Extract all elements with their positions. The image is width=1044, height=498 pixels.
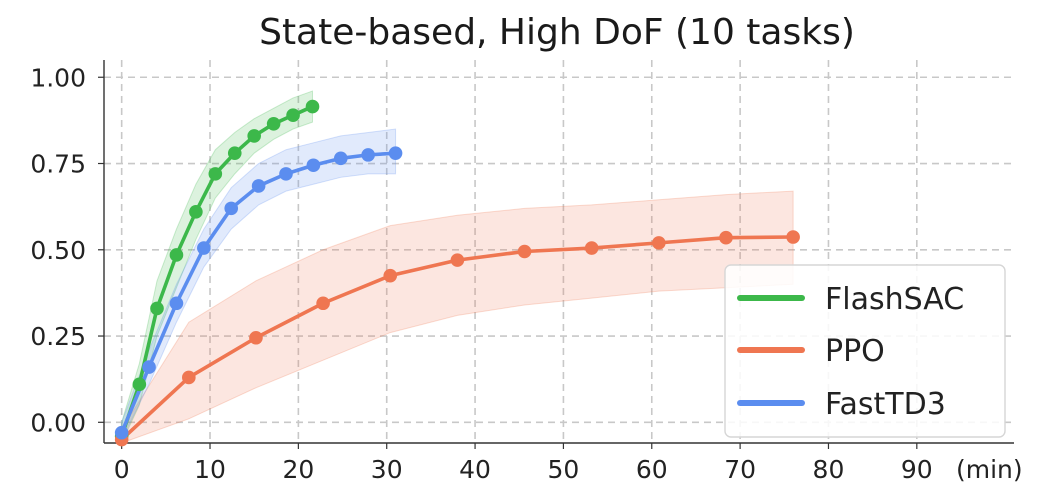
axes (103, 60, 1014, 444)
x-tick-label: 80 (813, 455, 845, 484)
point-flashsac (169, 248, 184, 262)
chart-title: State-based, High DoF (10 tasks) (259, 12, 855, 53)
point-fasttd3 (361, 148, 375, 162)
point-fasttd3 (114, 425, 129, 440)
point-fasttd3 (251, 179, 266, 193)
x-tick-label: 20 (282, 455, 314, 484)
point-ppo (249, 330, 263, 345)
point-flashsac (132, 377, 147, 392)
tick-labels: (min) 0 10 20 30 40 50 60 70 80 90 0.00 0.25 0.50 0.7… (30, 63, 1022, 484)
x-tick-label: 0 (114, 455, 130, 484)
point-ppo (517, 244, 532, 259)
x-tick-label: 40 (459, 455, 491, 484)
x-unit-label: (min) (956, 455, 1023, 484)
x-tick-label: 30 (371, 455, 403, 484)
y-tick-label: 1.00 (30, 63, 86, 92)
point-ppo (786, 230, 800, 244)
x-tick-label: 60 (636, 455, 668, 484)
y-tick-label: 0.25 (30, 322, 86, 351)
point-ppo (182, 370, 196, 385)
confidence-bands (121, 90, 794, 444)
point-ppo (450, 253, 465, 267)
point-ppo (719, 230, 733, 245)
point-flashsac (266, 117, 281, 131)
x-tick-label: 50 (548, 455, 580, 484)
legend: FlashSAC PPO FastTD3 (724, 264, 1006, 438)
point-fasttd3 (388, 146, 403, 160)
point-fasttd3 (142, 360, 156, 374)
x-tick-label: 90 (901, 455, 933, 484)
point-flashsac (286, 108, 300, 123)
point-flashsac (150, 301, 164, 316)
y-tick-label: 0.75 (30, 150, 86, 179)
point-flashsac (208, 167, 223, 181)
y-tick-label: 0.00 (30, 408, 86, 437)
point-fasttd3 (224, 201, 239, 216)
point-fasttd3 (197, 241, 211, 255)
legend-label-flashsac: FlashSAC (825, 282, 964, 317)
point-flashsac (305, 99, 320, 114)
point-fasttd3 (169, 296, 184, 311)
point-fasttd3 (333, 151, 348, 166)
point-fasttd3 (306, 158, 321, 173)
legend-label-fasttd3: FastTD3 (825, 387, 946, 422)
legend-box (724, 264, 1006, 438)
legend-label-ppo: PPO (825, 334, 885, 369)
series-points (114, 99, 800, 447)
point-ppo (383, 268, 398, 283)
point-flashsac (247, 129, 261, 143)
point-flashsac (189, 205, 203, 219)
point-flashsac (227, 146, 242, 160)
x-tick-label: 70 (724, 455, 756, 484)
point-fasttd3 (279, 167, 293, 181)
x-tick-label: 10 (194, 455, 226, 484)
point-ppo (652, 236, 666, 250)
point-ppo (584, 241, 599, 255)
point-ppo (316, 296, 330, 311)
y-tick-label: 0.50 (30, 236, 86, 265)
